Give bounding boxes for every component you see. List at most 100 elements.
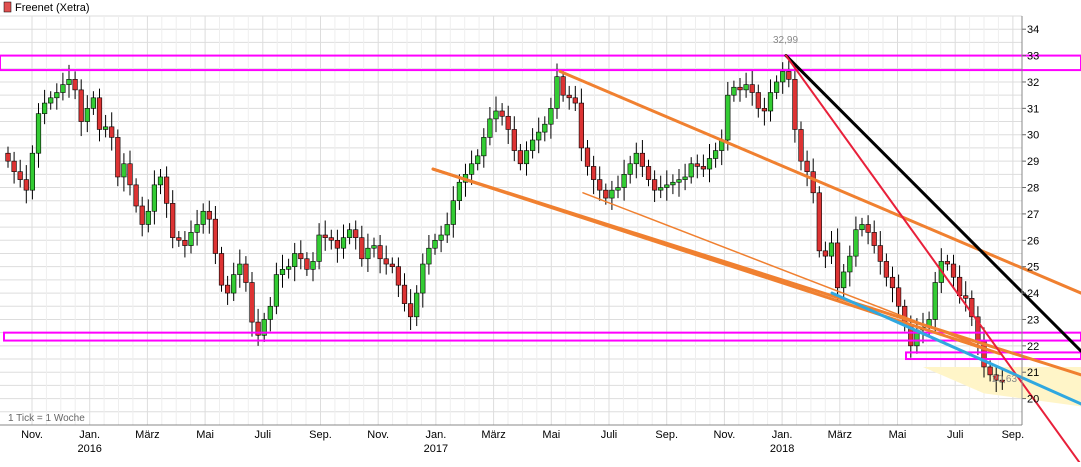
blue-support-line bbox=[830, 291, 1081, 406]
candle-down bbox=[115, 137, 121, 178]
candle-down bbox=[749, 84, 755, 93]
candle-up bbox=[426, 247, 432, 265]
x-tick-label: Nov. bbox=[713, 429, 735, 441]
candle-up bbox=[432, 239, 438, 249]
candle-down bbox=[798, 129, 804, 162]
orange-channel-thin bbox=[582, 192, 1001, 355]
x-tick-label: Jan. bbox=[426, 429, 447, 441]
candle-up bbox=[475, 155, 481, 165]
x-year-label: 2016 bbox=[77, 443, 101, 455]
candle-up bbox=[609, 189, 615, 199]
candle-down bbox=[865, 224, 871, 233]
candle-up bbox=[481, 137, 487, 157]
candle-up bbox=[371, 245, 377, 249]
candle-up bbox=[151, 184, 158, 212]
candle-up bbox=[456, 181, 463, 202]
candle-down bbox=[590, 166, 597, 180]
candle-down bbox=[755, 92, 761, 109]
candle-up bbox=[450, 200, 456, 225]
candle-down bbox=[572, 97, 578, 104]
candle-down bbox=[810, 171, 816, 194]
candle-up bbox=[725, 94, 731, 141]
candle-up bbox=[670, 181, 676, 186]
candle-down bbox=[407, 303, 414, 318]
x-tick-label: Nov. bbox=[367, 429, 389, 441]
y-tick-label: 24 bbox=[1027, 288, 1039, 300]
candle-down bbox=[694, 163, 700, 167]
red-downtrend bbox=[785, 54, 1081, 466]
candle-down bbox=[889, 276, 896, 289]
candle-up bbox=[536, 131, 542, 141]
candle-up bbox=[621, 174, 627, 188]
candle-up bbox=[261, 319, 267, 336]
x-tick-label: Mai bbox=[542, 429, 560, 441]
x-tick-label: März bbox=[828, 429, 852, 441]
candle-down bbox=[597, 179, 603, 191]
candle-down bbox=[353, 229, 359, 238]
x-tick-label: März bbox=[481, 429, 505, 441]
candle-down bbox=[877, 245, 883, 262]
candle-down bbox=[639, 152, 645, 167]
candle-up bbox=[682, 176, 688, 180]
axes: 20 21 22 23 24 25 26 27 28 29 30 31 32 33 34 Nov. Jan. 20… bbox=[0, 16, 1039, 455]
candle-up bbox=[285, 266, 292, 270]
x-year-label: 2017 bbox=[424, 443, 448, 455]
candle-up bbox=[340, 237, 347, 249]
candle-up bbox=[780, 71, 786, 83]
support-band-mid bbox=[3, 331, 1081, 342]
candle-up bbox=[41, 102, 48, 114]
y-tick-label: 30 bbox=[1027, 130, 1039, 142]
legend-swatch bbox=[3, 1, 12, 13]
y-tick-label: 26 bbox=[1027, 235, 1039, 247]
candle-up bbox=[237, 263, 243, 275]
candle-down bbox=[651, 179, 658, 191]
candle-down bbox=[218, 253, 225, 286]
candle-down bbox=[993, 374, 999, 381]
candle-up bbox=[688, 163, 694, 178]
candle-down bbox=[383, 258, 389, 265]
candle-up bbox=[554, 76, 560, 109]
grid bbox=[0, 15, 1022, 426]
y-tick-label: 28 bbox=[1027, 183, 1039, 195]
candle-up bbox=[841, 271, 847, 289]
candle-up bbox=[633, 152, 639, 165]
x-tick-label: Jan. bbox=[79, 429, 100, 441]
candle-down bbox=[334, 239, 341, 249]
candle-up bbox=[231, 274, 237, 294]
candle-up bbox=[420, 263, 426, 294]
candle-down bbox=[969, 298, 975, 318]
candle-down bbox=[987, 366, 993, 376]
x-year-label: 2018 bbox=[770, 443, 794, 455]
candle-down bbox=[243, 263, 249, 283]
candle-down bbox=[377, 245, 383, 260]
candle-up bbox=[346, 229, 353, 238]
candle-up bbox=[523, 150, 530, 165]
candle-up bbox=[542, 123, 548, 133]
candle-down bbox=[822, 250, 828, 257]
candle-down bbox=[700, 166, 706, 170]
x-tick-label: Nov. bbox=[21, 429, 43, 441]
candle-down bbox=[584, 147, 591, 167]
low-annotation: 20,63 bbox=[992, 374, 1017, 385]
legend: Freenet (Xetra) bbox=[3, 1, 90, 14]
candle-up bbox=[84, 108, 90, 122]
candle-down bbox=[176, 237, 182, 241]
candle-up bbox=[90, 97, 96, 109]
x-tick-label: Juli bbox=[947, 429, 964, 441]
candle-down bbox=[96, 97, 103, 130]
candle-down bbox=[511, 129, 517, 151]
candle-up bbox=[487, 118, 493, 138]
y-tick-label: 32 bbox=[1027, 77, 1039, 89]
candle-down bbox=[109, 126, 115, 138]
candle-down bbox=[322, 234, 328, 238]
candle-down bbox=[883, 261, 889, 278]
candle-up bbox=[54, 92, 60, 99]
candle-up bbox=[853, 229, 859, 257]
orange-channel-upper bbox=[558, 69, 1081, 295]
candle-down bbox=[834, 242, 841, 289]
candle-up bbox=[60, 84, 66, 93]
candle-down bbox=[999, 379, 1005, 383]
candle-up bbox=[828, 242, 835, 257]
candle-down bbox=[737, 86, 743, 91]
